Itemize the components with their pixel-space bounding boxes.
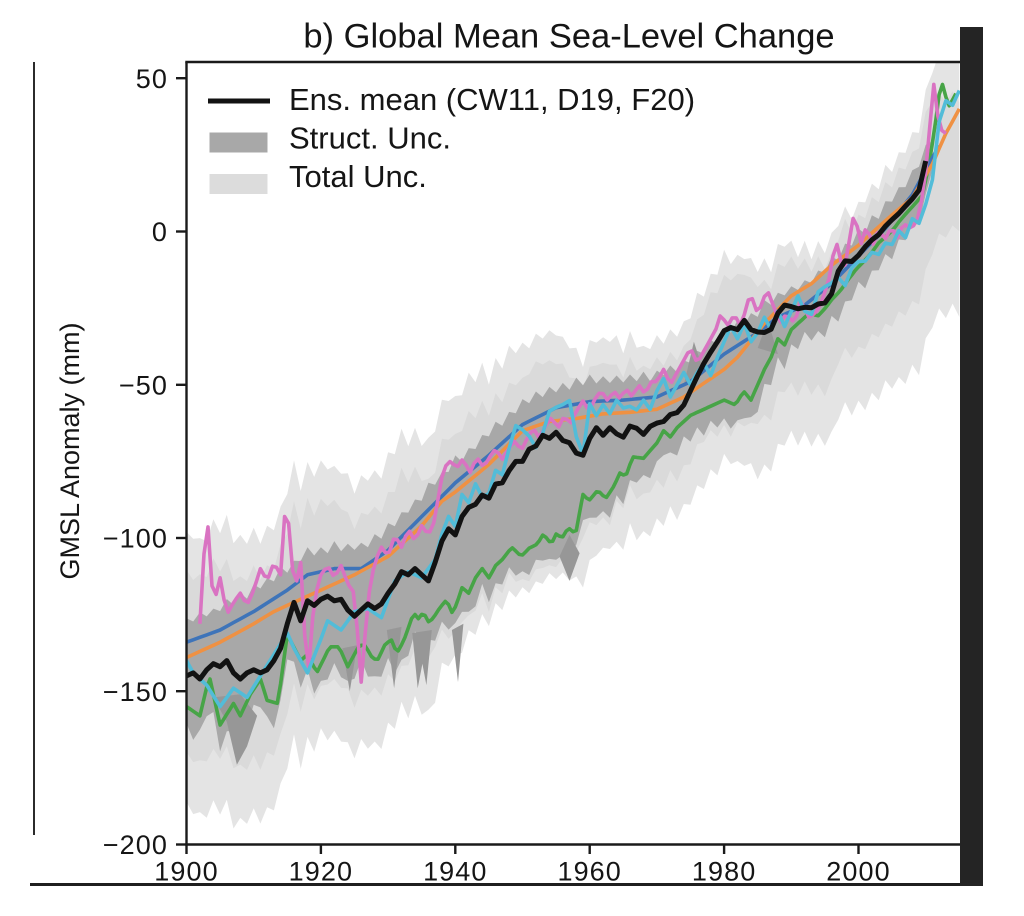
svg-text:−100: −100: [103, 524, 168, 554]
svg-text:−50: −50: [119, 370, 168, 400]
svg-text:GMSL Anomaly (mm): GMSL Anomaly (mm): [55, 322, 85, 579]
svg-text:Total Unc.: Total Unc.: [289, 159, 427, 194]
svg-text:1920: 1920: [289, 857, 353, 887]
svg-text:−150: −150: [103, 677, 168, 707]
svg-text:1960: 1960: [557, 857, 621, 887]
svg-text:Ens. mean (CW11, D19, F20): Ens. mean (CW11, D19, F20): [289, 82, 695, 117]
svg-text:1940: 1940: [423, 857, 487, 887]
svg-text:2000: 2000: [826, 857, 890, 887]
svg-text:−200: −200: [103, 830, 168, 860]
svg-text:1980: 1980: [692, 857, 756, 887]
svg-text:50: 50: [136, 64, 168, 94]
svg-text:Struct. Unc.: Struct. Unc.: [289, 121, 451, 156]
svg-text:b) Global Mean Sea-Level Chang: b) Global Mean Sea-Level Change: [303, 18, 834, 56]
svg-text:0: 0: [152, 217, 168, 247]
svg-text:1900: 1900: [154, 857, 218, 887]
